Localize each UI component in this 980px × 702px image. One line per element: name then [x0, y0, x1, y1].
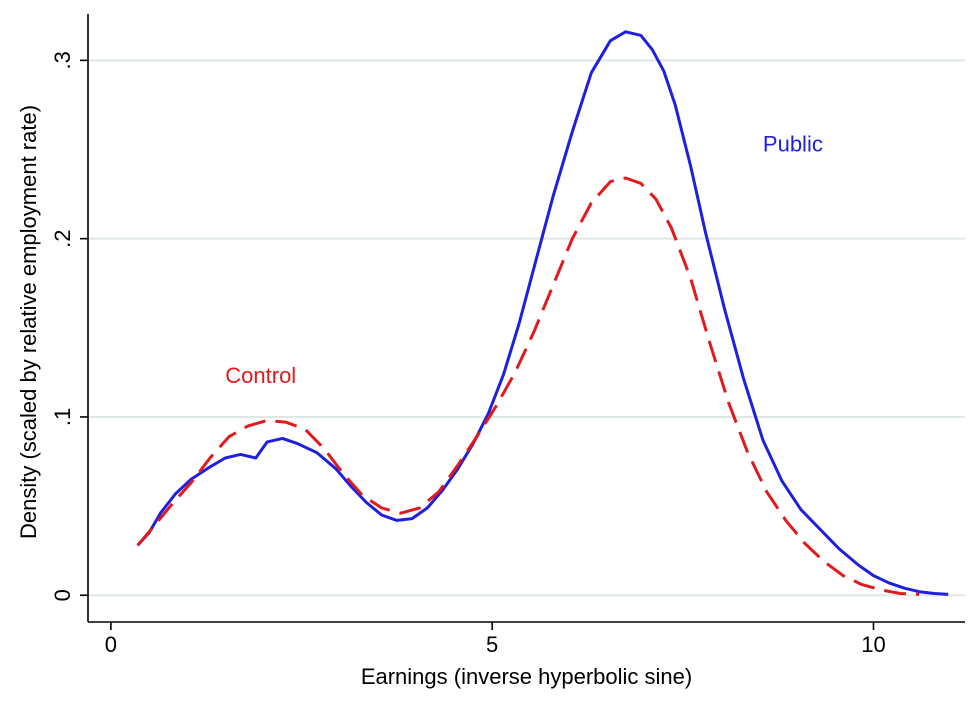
- series-annotations: Public Control: [225, 131, 823, 388]
- y-axis-title: Density (scaled by relative employment r…: [16, 105, 41, 539]
- x-tick-label: 10: [861, 632, 885, 657]
- y-tick-label: 0: [50, 589, 75, 601]
- series-line-public: [136, 30, 949, 596]
- y-tick-label: .2: [50, 229, 75, 247]
- annotation-public: Public: [763, 131, 823, 156]
- series-lines: [136, 30, 949, 596]
- tick-marks: 0 .1 .2 .3 0 5 10: [50, 51, 886, 657]
- series-line-control: [136, 176, 920, 596]
- x-tick-label: 0: [105, 632, 117, 657]
- y-tick-label: .3: [50, 51, 75, 69]
- axes: [87, 14, 965, 623]
- y-tick-label: .1: [50, 408, 75, 426]
- x-tick-label: 5: [486, 632, 498, 657]
- x-axis-title: Earnings (inverse hyperbolic sine): [361, 664, 692, 689]
- annotation-control: Control: [225, 363, 296, 388]
- grid-lines: [88, 59, 965, 597]
